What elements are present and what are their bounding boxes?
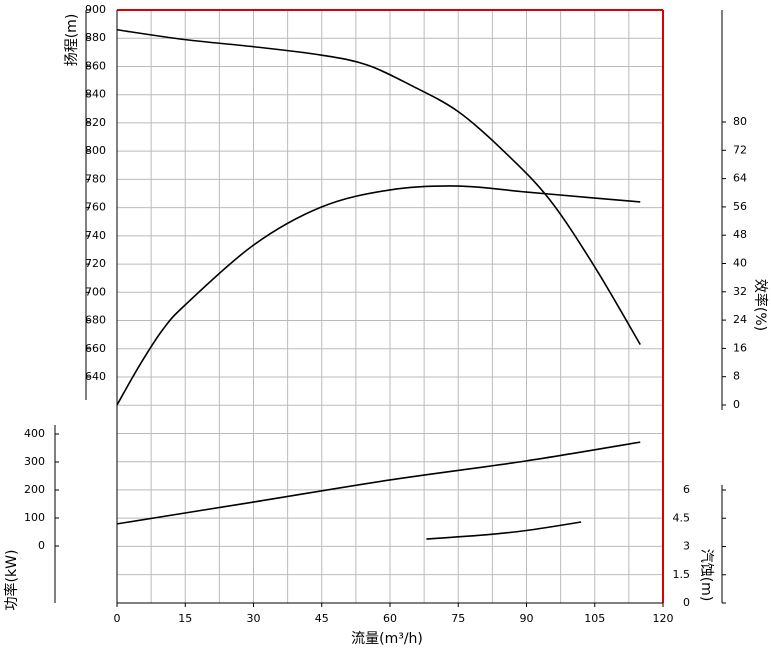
y-tick-label: 32 (733, 285, 747, 298)
y-tick-label: 40 (733, 257, 747, 270)
y-axis-title: 扬程(m) (64, 14, 80, 67)
y-tick-label: 700 (85, 285, 106, 298)
y-tick-label: 640 (85, 370, 106, 383)
y-tick-label: 100 (24, 511, 45, 524)
y-tick-label: 24 (733, 313, 747, 326)
y-tick-label: 300 (24, 455, 45, 468)
x-axis-title: 流量(m³/h) (351, 631, 423, 647)
y-tick-label: 48 (733, 228, 747, 241)
y-tick-label: 80 (733, 115, 747, 128)
curve (116, 28, 641, 345)
x-tick-label: 60 (383, 612, 397, 625)
y-tick-label: 16 (733, 341, 747, 354)
y-tick-label: 780 (85, 172, 106, 185)
y-tick-label: 660 (85, 342, 106, 355)
y-tick-label: 0 (38, 539, 45, 552)
y-tick-label: 400 (24, 427, 45, 440)
y-axis-title: 汽蚀(m) (698, 549, 714, 602)
curve (116, 441, 641, 525)
y-tick-label: 800 (85, 144, 106, 157)
y-tick-label: 760 (85, 201, 106, 214)
curve (426, 521, 582, 540)
x-tick-label: 75 (451, 612, 465, 625)
y-tick-label: 840 (85, 88, 106, 101)
x-tick-label: 105 (584, 612, 605, 625)
x-tick-label: 30 (247, 612, 261, 625)
curve (116, 185, 641, 406)
x-tick-label: 15 (178, 612, 192, 625)
y-tick-label: 680 (85, 314, 106, 327)
y-tick-label: 880 (85, 31, 106, 44)
y-tick-label: 740 (85, 229, 106, 242)
x-tick-label: 45 (315, 612, 329, 625)
x-tick-label: 90 (520, 612, 534, 625)
y-tick-label: 0 (733, 398, 740, 411)
x-tick-label: 0 (114, 612, 121, 625)
y-tick-label: 72 (733, 143, 747, 156)
y-tick-label: 200 (24, 483, 45, 496)
y-tick-label: 0 (683, 596, 690, 609)
y-axis-title: 功率(kW) (3, 550, 20, 611)
y-tick-label: 3 (683, 540, 690, 553)
x-tick-label: 120 (653, 612, 674, 625)
y-tick-label: 64 (733, 172, 747, 185)
y-tick-label: 56 (733, 200, 747, 213)
y-tick-label: 1.5 (673, 568, 691, 581)
y-axis-title: 效率(%) (752, 279, 769, 331)
y-tick-label: 860 (85, 59, 106, 72)
y-tick-label: 720 (85, 257, 106, 270)
y-tick-label: 4.5 (673, 511, 691, 524)
y-tick-label: 8 (733, 370, 740, 383)
y-tick-label: 900 (85, 3, 106, 16)
y-tick-label: 820 (85, 116, 106, 129)
y-tick-label: 6 (683, 483, 690, 496)
